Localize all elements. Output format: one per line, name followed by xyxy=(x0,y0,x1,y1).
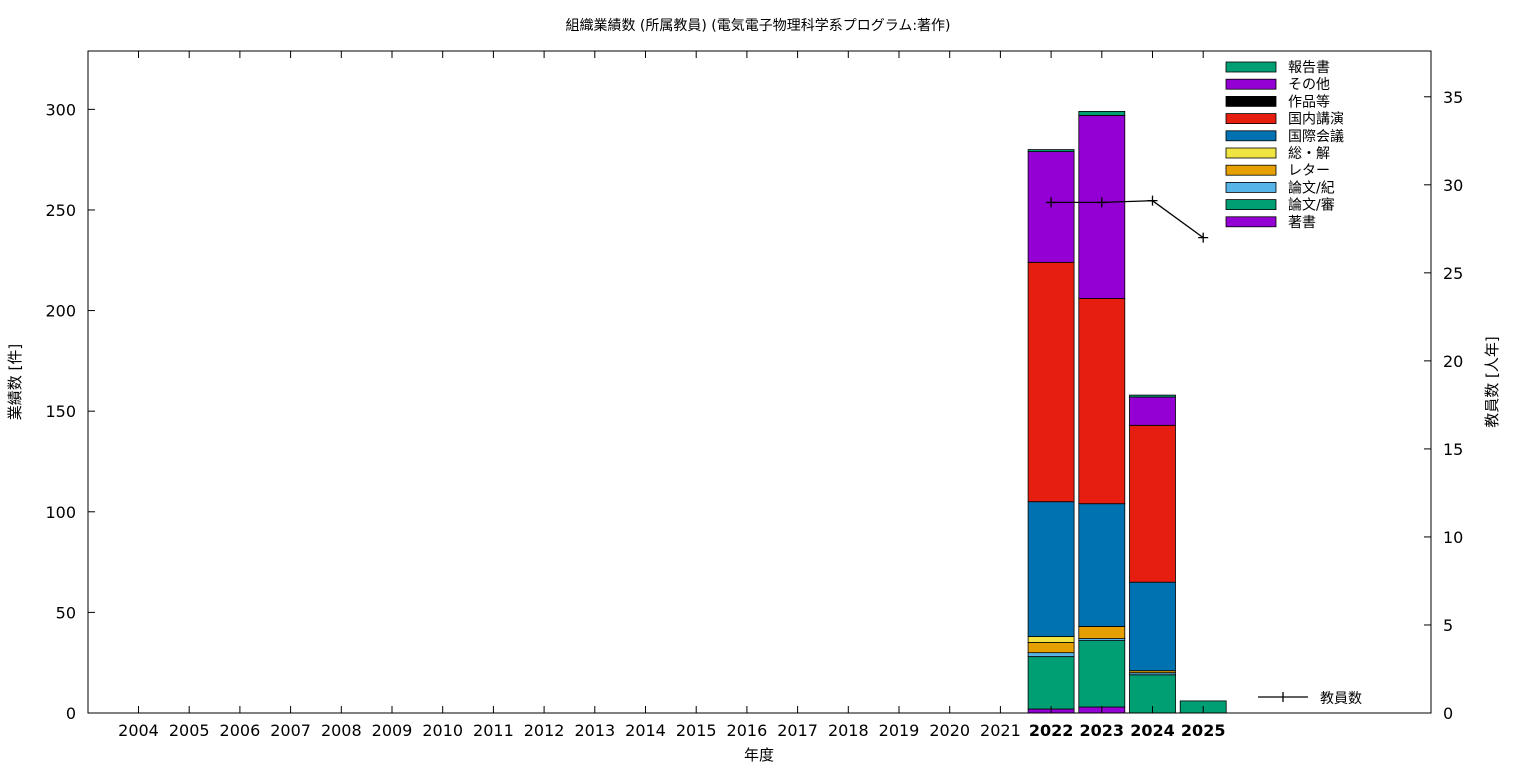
y-tick-label-100: 100 xyxy=(45,503,76,522)
legend-label-5: 総・解 xyxy=(1288,146,1330,162)
bars-layer xyxy=(1027,111,1227,714)
line-point-2024 xyxy=(1147,195,1158,206)
y2-tick-label-0: 0 xyxy=(1443,704,1453,723)
bar-segment-2022-6 xyxy=(1027,261,1075,503)
y2-tick-label-20: 20 xyxy=(1443,352,1463,371)
x-tick-label-2021: 2021 xyxy=(980,721,1021,740)
legend-label-1: その他 xyxy=(1288,77,1330,93)
y-tick-label-200: 200 xyxy=(45,302,76,321)
bar-segment-2022-1 xyxy=(1027,656,1075,710)
line-point-2022 xyxy=(1046,197,1057,208)
legend-swatch-9 xyxy=(1225,216,1277,228)
x-tick-label-2008: 2008 xyxy=(321,721,362,740)
y-tick-label-50: 50 xyxy=(56,603,76,622)
bar-segment-2024-6 xyxy=(1129,424,1176,583)
line-faculty-count xyxy=(1051,200,1204,239)
x-tick-label-2016: 2016 xyxy=(727,721,768,740)
x-tick-label-2015: 2015 xyxy=(676,721,717,740)
line-layer xyxy=(1046,195,1209,243)
legend-swatch-8 xyxy=(1225,199,1277,211)
bar-segment-2022-3 xyxy=(1027,642,1075,654)
x-tick-label-2019: 2019 xyxy=(879,721,920,740)
line-point-2025 xyxy=(1198,232,1209,243)
x-tick-label-2022: 2022 xyxy=(1029,721,1074,740)
bar-segment-2023-3 xyxy=(1078,626,1126,640)
y2-tick-label-30: 30 xyxy=(1443,176,1463,195)
x-tick-label-2010: 2010 xyxy=(422,721,463,740)
y2-tick-label-10: 10 xyxy=(1443,528,1463,547)
legend-label-4: 国際会議 xyxy=(1288,128,1344,145)
bar-segment-2024-5 xyxy=(1129,581,1176,672)
x-tick-label-2014: 2014 xyxy=(625,721,666,740)
legend-swatch-1 xyxy=(1225,78,1277,90)
x-tick-label-2006: 2006 xyxy=(220,721,261,740)
y-tick-label-150: 150 xyxy=(45,402,76,421)
x-tick-label-2009: 2009 xyxy=(372,721,413,740)
x-tick-label-2024: 2024 xyxy=(1130,721,1175,740)
x-tick-label-2004: 2004 xyxy=(118,721,159,740)
bar-segment-2022-5 xyxy=(1027,501,1075,637)
legend-label-7: 論文/紀 xyxy=(1288,180,1335,196)
bar-segment-2022-9 xyxy=(1027,149,1075,153)
legend-swatch-3 xyxy=(1225,113,1277,124)
x-tick-label-2023: 2023 xyxy=(1080,721,1125,740)
x-tick-label-2013: 2013 xyxy=(574,721,615,740)
y-axis-label: 業績数 [件] xyxy=(6,344,24,420)
bar-segment-2023-1 xyxy=(1078,640,1126,708)
legend-label-3: 国内講演 xyxy=(1288,112,1344,128)
x-tick-label-2017: 2017 xyxy=(777,721,818,740)
legend-label-8: 論文/審 xyxy=(1288,198,1335,214)
y2-tick-label-35: 35 xyxy=(1443,88,1463,107)
legend-label-0: 報告書 xyxy=(1288,60,1330,76)
legend-label-2: 作品等 xyxy=(1288,93,1330,110)
y-tick-label-300: 300 xyxy=(45,100,76,119)
bar-segment-2023-9 xyxy=(1078,111,1126,116)
legend-swatch-7 xyxy=(1225,181,1277,193)
x-tick-label-2025: 2025 xyxy=(1181,721,1226,740)
chart-title: 組織業績数 (所属教員) (電気電子物理科学系プログラム:著作) xyxy=(565,18,950,34)
legend-label-line: 教員数 xyxy=(1320,691,1362,707)
y2-tick-label-5: 5 xyxy=(1443,616,1453,635)
y-tick-label-0: 0 xyxy=(66,704,76,723)
y2-tick-label-15: 15 xyxy=(1443,440,1463,459)
bar-segment-2024-9 xyxy=(1129,394,1176,398)
plot-frame xyxy=(87,50,1432,714)
line-point-2023 xyxy=(1096,197,1107,208)
bar-segment-2022-2 xyxy=(1027,652,1075,657)
legend-swatch-2 xyxy=(1225,96,1277,107)
x-axis-label: 年度 xyxy=(744,746,774,764)
bar-segment-2023-6 xyxy=(1078,298,1126,505)
bar-segment-2023-5 xyxy=(1078,503,1126,627)
bar-segment-2024-8 xyxy=(1129,396,1176,426)
legend-swatch-5 xyxy=(1225,147,1277,159)
x-tick-label-2012: 2012 xyxy=(524,721,565,740)
x-tick-label-2007: 2007 xyxy=(270,721,311,740)
x-tick-label-2005: 2005 xyxy=(169,721,210,740)
y2-axis-label: 教員数 [人年] xyxy=(1483,336,1501,427)
x-tick-label-2018: 2018 xyxy=(828,721,869,740)
bar-segment-2022-4 xyxy=(1027,636,1075,643)
legend-label-9: 著書 xyxy=(1288,215,1316,231)
legend-swatch-6 xyxy=(1225,164,1277,176)
y2-tick-label-25: 25 xyxy=(1443,264,1463,283)
legend-swatch-0 xyxy=(1225,61,1277,73)
legend-swatch-4 xyxy=(1225,130,1277,142)
y-tick-label-250: 250 xyxy=(45,201,76,220)
x-tick-label-2011: 2011 xyxy=(473,721,514,740)
legend-label-6: レター xyxy=(1288,163,1330,179)
x-tick-label-2020: 2020 xyxy=(929,721,970,740)
